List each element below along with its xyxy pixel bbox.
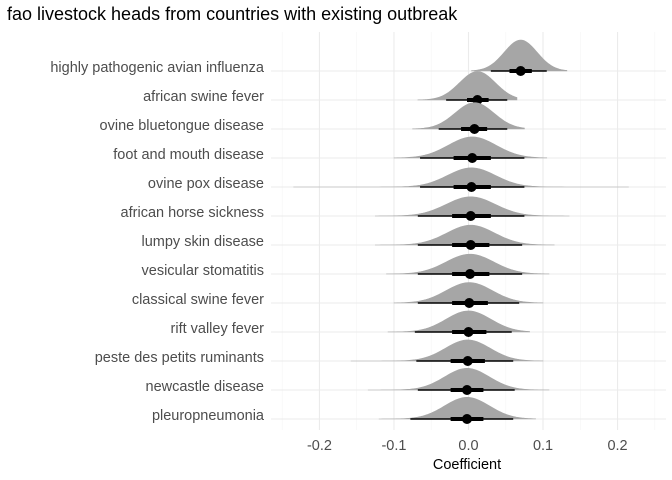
x-tick-label: 0.0 [458, 438, 478, 454]
density-shape [375, 196, 570, 217]
median-point [462, 414, 473, 424]
density-shape [378, 397, 536, 420]
ridge-4 [293, 167, 629, 192]
median-point [464, 269, 475, 279]
median-point [469, 124, 480, 134]
density-shape [393, 282, 544, 304]
median-point [463, 327, 474, 337]
density-shape [412, 102, 525, 130]
ridge-2 [412, 102, 525, 134]
ridge-1 [417, 71, 518, 105]
ridge-10 [350, 339, 544, 366]
category-label: ovine pox disease [148, 176, 264, 192]
ridge-7 [386, 253, 550, 279]
median-point [467, 153, 478, 163]
x-tick-labels: -0.2 -0.1 0.0 0.1 0.2 [307, 438, 628, 454]
category-label: newcastle disease [146, 379, 265, 395]
density-shape [393, 136, 548, 159]
median-point [515, 66, 526, 76]
x-tick-label: -0.1 [381, 438, 406, 454]
category-label: foot and mouth disease [113, 147, 264, 163]
ridge-12 [378, 397, 536, 424]
chart-title: fao livestock heads from countries with … [7, 4, 458, 24]
density-shape [375, 224, 555, 246]
x-tick-label: -0.2 [307, 438, 332, 454]
x-tick-label: 0.2 [607, 438, 627, 454]
category-label: highly pathogenic avian influenza [50, 60, 265, 76]
median-point [462, 385, 473, 395]
ridge-6 [375, 224, 555, 250]
median-point [465, 240, 476, 250]
ridge-8 [393, 282, 544, 308]
ridge-3 [393, 136, 548, 163]
category-label: lumpy skin disease [142, 234, 265, 250]
category-labels: highly pathogenic avian influenza african… [50, 60, 265, 424]
density-shape [387, 310, 530, 333]
category-label: african swine fever [143, 89, 264, 105]
category-label: pleuropneumonia [152, 408, 265, 424]
median-point [462, 356, 473, 366]
x-tick-label: 0.1 [533, 438, 553, 454]
category-label: african horse sickness [121, 205, 264, 221]
density-shape [417, 71, 518, 101]
category-label: vesicular stomatitis [142, 263, 264, 279]
x-axis-title: Coefficient [433, 457, 501, 473]
density-shape [367, 368, 550, 391]
category-label: ovine bluetongue disease [100, 118, 264, 134]
category-label: classical swine fever [132, 292, 264, 308]
ridges [293, 39, 629, 424]
density-shape [293, 167, 629, 188]
ridge-5 [375, 196, 570, 221]
category-label: rift valley fever [171, 321, 265, 337]
density-shape [386, 253, 550, 275]
ridge-9 [387, 310, 530, 337]
category-label: peste des petits ruminants [95, 350, 264, 366]
density-shape [350, 339, 544, 362]
median-point [464, 298, 475, 308]
density-shape [471, 39, 568, 72]
ridge-0 [471, 39, 568, 76]
ridge-11 [367, 368, 550, 395]
median-point [466, 182, 477, 192]
median-point [465, 211, 476, 221]
